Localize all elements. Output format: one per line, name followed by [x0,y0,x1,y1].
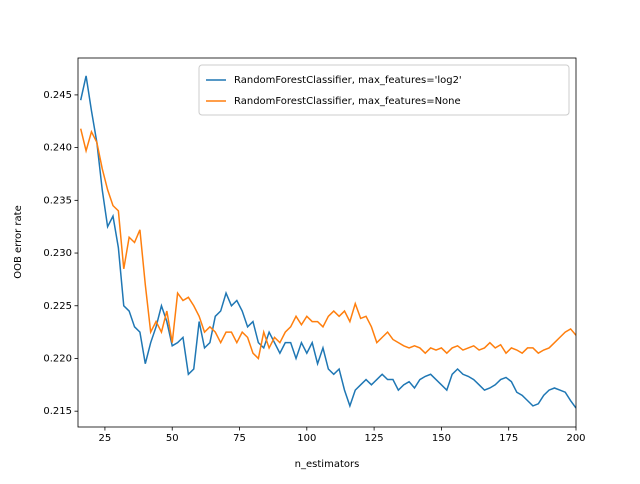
x-axis-label: n_estimators [295,459,360,470]
x-tick-label: 200 [566,433,585,444]
legend-label: RandomForestClassifier, max_features='lo… [234,75,462,86]
x-tick-label: 175 [499,433,518,444]
data-line [79,75,576,409]
plot-frame [77,57,577,428]
legend-label: RandomForestClassifier, max_features=Non… [234,96,461,107]
y-tick-label: 0.230 [43,248,72,259]
y-tick-label: 0.220 [43,353,72,364]
y-tick-label: 0.235 [43,195,72,206]
x-tick-label: 50 [166,433,179,444]
legend-box [198,64,570,116]
y-axis-label: OOB error rate [13,205,24,278]
x-tick-label: 150 [432,433,451,444]
x-tick-label: 100 [297,433,316,444]
x-tick-label: 25 [99,433,112,444]
x-tick-label: 125 [365,433,384,444]
y-tick-label: 0.215 [43,406,72,417]
y-tick-label: 0.245 [43,90,72,101]
y-tick-label: 0.225 [43,301,72,312]
x-tick-label: 75 [233,433,246,444]
y-tick-label: 0.240 [43,143,72,154]
data-line [79,128,576,360]
